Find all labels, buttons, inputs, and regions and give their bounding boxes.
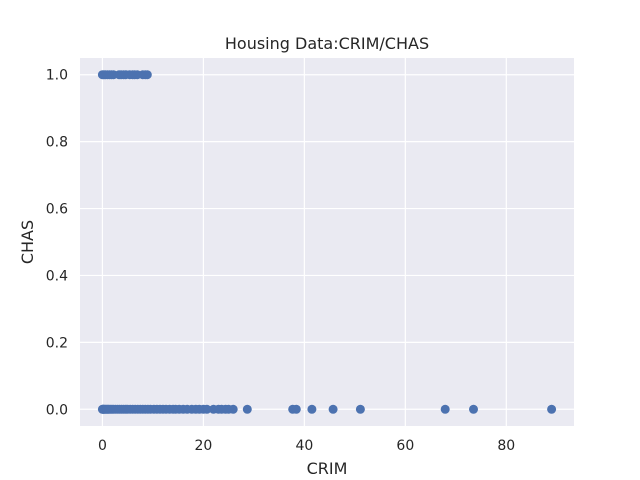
chart-title: Housing Data:CRIM/CHAS xyxy=(225,34,429,53)
x-tick-label: 0 xyxy=(98,438,107,454)
grid-lines xyxy=(80,58,574,426)
data-point xyxy=(228,404,238,414)
y-tick-label: 0.0 xyxy=(46,402,68,418)
x-tick-labels: 0 20 40 60 80 xyxy=(98,438,515,454)
x-tick-label: 20 xyxy=(194,438,212,454)
data-point xyxy=(142,70,152,80)
x-tick-label: 60 xyxy=(396,438,414,454)
data-point xyxy=(291,404,301,414)
y-axis-label: CHAS xyxy=(18,220,37,264)
y-tick-label: 0.8 xyxy=(46,135,68,151)
data-point xyxy=(469,404,478,414)
data-point xyxy=(355,404,365,414)
data-point xyxy=(242,404,252,414)
y-tick-label: 0.2 xyxy=(46,335,68,351)
plot-area xyxy=(80,58,574,426)
x-axis-label: CRIM xyxy=(307,459,348,478)
x-tick-label: 40 xyxy=(295,438,313,454)
data-point xyxy=(547,404,557,414)
data-point xyxy=(307,404,317,414)
y-tick-label: 1.0 xyxy=(46,68,68,84)
data-point xyxy=(202,404,212,414)
data-point xyxy=(440,404,450,414)
y-tick-labels: 0.0 0.2 0.4 0.6 0.8 1.0 xyxy=(46,68,68,419)
y-tick-label: 0.4 xyxy=(46,268,68,284)
x-tick-label: 80 xyxy=(497,438,515,454)
y-tick-label: 0.6 xyxy=(46,202,68,218)
data-point xyxy=(328,404,338,414)
data-points xyxy=(97,70,557,414)
